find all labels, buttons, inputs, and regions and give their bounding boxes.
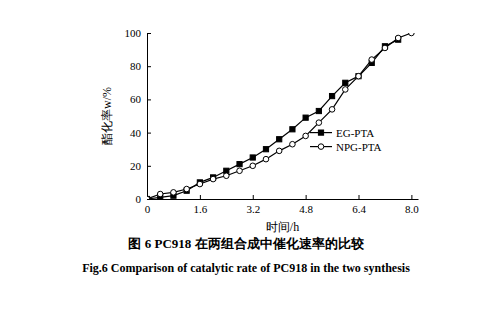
y-tick: 60	[130, 93, 151, 105]
y-tick-mark	[147, 99, 151, 100]
y-axis-title: 酯化率w/%	[100, 87, 114, 145]
series-point	[237, 162, 242, 167]
x-tick-mark	[359, 195, 360, 199]
series-point	[369, 57, 375, 63]
series-point	[277, 137, 282, 142]
legend-label: EG-PTA	[336, 127, 374, 139]
y-tick-mark	[147, 33, 151, 34]
legend-item: EG-PTA	[310, 127, 374, 139]
y-tick: 20	[130, 160, 151, 172]
y-tick-label: 20	[130, 160, 142, 172]
x-tick: 0	[145, 195, 151, 215]
series-point	[171, 190, 177, 196]
y-tick: 100	[125, 27, 152, 39]
legend: EG-PTA NPG-PTA	[310, 127, 382, 153]
series-point	[303, 133, 309, 139]
series-point	[237, 168, 243, 174]
series-point	[356, 73, 362, 79]
x-tick-label: 8.0	[405, 203, 419, 215]
x-axis-line	[148, 199, 419, 200]
x-tick-label: 1.6	[194, 203, 208, 215]
x-tick-mark	[306, 195, 307, 199]
y-tick-mark	[147, 133, 151, 134]
series-point	[316, 108, 321, 113]
plot: 0 1.6 3.2 4.8 6.4 8.0 0 20 40 60 80 100 EG-PTA NPG-PT…	[125, 27, 420, 215]
series-point	[250, 155, 255, 160]
series-point	[329, 93, 334, 98]
y-axis-line	[147, 34, 148, 200]
series-point	[276, 148, 282, 154]
series-point	[303, 115, 308, 120]
y-tick: 80	[130, 60, 151, 72]
series-point	[210, 176, 216, 182]
x-tick: 3.2	[246, 195, 260, 215]
x-tick: 6.4	[352, 195, 366, 215]
title: 图 6 PC918 在两组合成中催化速率的比较	[128, 236, 364, 251]
x-axis-title: 时间/h	[266, 220, 299, 234]
series-point	[342, 87, 348, 93]
series-point	[382, 45, 388, 51]
series-point	[343, 80, 348, 85]
y-tick-mark	[147, 166, 151, 167]
series-point	[197, 181, 203, 187]
series-point	[224, 173, 230, 179]
series-point	[316, 120, 322, 126]
y-tick-label: 0	[136, 193, 142, 205]
series-point	[290, 127, 295, 132]
x-tick-mark	[200, 195, 201, 199]
series-point	[147, 196, 150, 199]
x-tick-mark	[411, 195, 412, 199]
legend-item: NPG-PTA	[310, 141, 382, 153]
series-point	[409, 33, 415, 36]
legend-label: NPG-PTA	[336, 141, 382, 153]
y-tick: 0	[136, 193, 152, 205]
series-point	[395, 35, 401, 41]
x-tick-label: 0	[145, 203, 151, 215]
series-line	[147, 40, 398, 199]
series-point	[184, 186, 190, 192]
x-tick-label: 4.8	[299, 203, 313, 215]
legend-marker	[318, 144, 324, 150]
y-axis: 0 20 40 60 80 100	[125, 27, 152, 205]
series-point	[250, 163, 256, 169]
y-tick-mark	[147, 66, 151, 67]
y-tick-mark	[147, 199, 151, 200]
x-tick-label: 6.4	[352, 203, 366, 215]
series-point	[356, 74, 361, 79]
series-point	[263, 156, 269, 162]
series-point	[329, 107, 335, 113]
marks	[147, 33, 414, 199]
y-tick: 40	[130, 127, 151, 139]
chart: 0 1.6 3.2 4.8 6.4 8.0 0 20 40 60 80 100 EG-PTA NPG-PT…	[0, 0, 492, 310]
x-axis: 0 1.6 3.2 4.8 6.4 8.0	[145, 195, 420, 215]
series-point	[263, 147, 268, 152]
x-tick: 8.0	[405, 195, 419, 215]
x-tick: 4.8	[299, 195, 313, 215]
series-point	[157, 191, 163, 197]
series-point	[147, 196, 150, 199]
y-tick-label: 40	[130, 127, 142, 139]
y-tick-label: 80	[130, 60, 142, 72]
y-tick-label: 100	[125, 27, 142, 39]
subtitle: Fig.6 Comparison of catalytic rate of PC…	[82, 261, 410, 275]
series-point	[290, 141, 296, 147]
y-tick-label: 60	[130, 93, 142, 105]
series-line	[147, 33, 411, 199]
x-tick: 1.6	[194, 195, 208, 215]
legend-marker	[318, 130, 323, 135]
x-tick-label: 3.2	[246, 203, 260, 215]
x-tick-mark	[253, 195, 254, 199]
